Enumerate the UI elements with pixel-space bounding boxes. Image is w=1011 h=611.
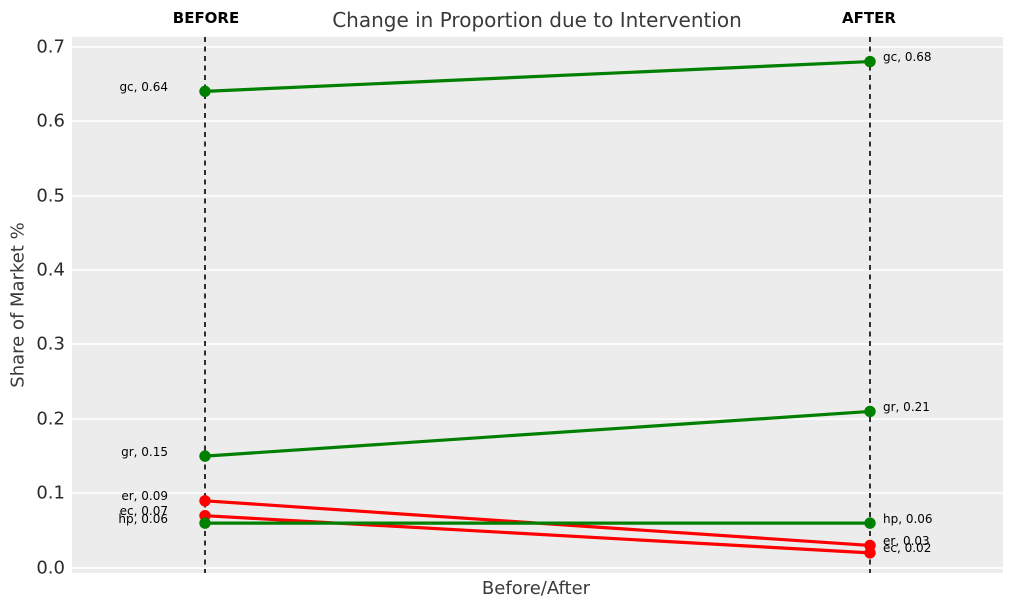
series-point-hp-after: [864, 517, 876, 529]
point-label-hp-after: hp, 0.06: [883, 511, 933, 526]
y-tick-label: 0.4: [36, 259, 65, 281]
gridline: [72, 120, 1003, 123]
y-tick-label: 0.5: [36, 185, 65, 207]
point-label-ec-after: ec, 0.02: [883, 541, 932, 556]
gridline: [72, 417, 1003, 420]
point-label-ec-before: ec, 0.07: [119, 504, 168, 519]
point-label-er-after: er, 0.03: [883, 533, 930, 548]
series-point-er-before: [199, 495, 211, 507]
gridline: [72, 194, 1003, 197]
gridline: [72, 269, 1003, 271]
series-line-ec: [203, 514, 872, 555]
point-label-gc-before: gc, 0.64: [119, 79, 168, 94]
gridline: [72, 45, 1003, 48]
series-line-gr: [203, 409, 872, 458]
chart-title: Change in Proportion due to Intervention: [332, 8, 742, 32]
plot-area: [72, 37, 1003, 573]
y-tick-label: 0.6: [36, 110, 65, 132]
y-tick-label: 0.7: [36, 36, 65, 58]
x-axis-label: Before/After: [481, 578, 591, 599]
y-tick-label: 0.2: [36, 408, 65, 430]
after-column-header: AFTER: [842, 9, 896, 27]
gridline: [72, 492, 1003, 495]
series-point-gc-before: [199, 85, 211, 98]
point-label-gr-after: gr, 0.21: [883, 399, 930, 414]
y-tick-label: 0.1: [36, 482, 65, 504]
y-axis-label: Share of Market %: [7, 222, 29, 388]
series-point-gr-after: [864, 405, 876, 418]
point-label-hp-before: hp, 0.06: [118, 511, 168, 526]
series-line-gc: [203, 59, 872, 93]
before-column-header: BEFORE: [172, 9, 240, 27]
series-point-hp-before: [199, 517, 211, 529]
point-label-er-before: er, 0.09: [121, 489, 168, 504]
y-tick-label: 0.0: [36, 557, 65, 579]
gridline: [72, 343, 1003, 346]
y-tick-label: 0.3: [36, 333, 65, 355]
gridline: [72, 566, 1003, 569]
point-label-gc-after: gc, 0.68: [883, 50, 932, 65]
series-point-gr-before: [199, 450, 211, 462]
series-point-ec-after: [864, 547, 876, 559]
series-point-gc-after: [864, 55, 876, 68]
point-label-gr-before: gr, 0.15: [121, 444, 168, 459]
